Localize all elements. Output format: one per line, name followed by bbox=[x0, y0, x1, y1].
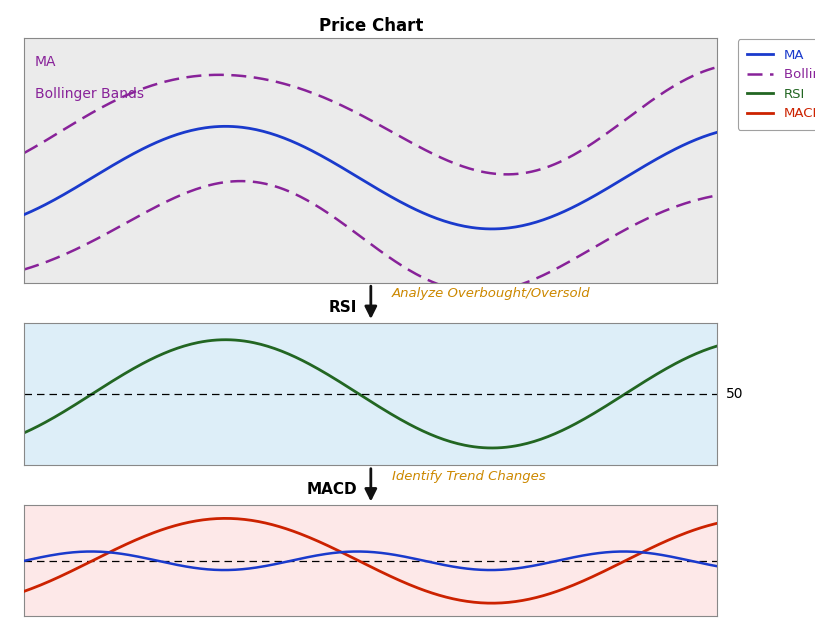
Text: Bollinger Bands: Bollinger Bands bbox=[35, 87, 143, 101]
Text: RSI: RSI bbox=[328, 300, 357, 315]
Text: 50: 50 bbox=[725, 387, 743, 401]
Text: MACD: MACD bbox=[306, 482, 357, 498]
Legend: MA, Bollinger Bands, RSI, MACD: MA, Bollinger Bands, RSI, MACD bbox=[738, 40, 815, 130]
Text: MA: MA bbox=[35, 55, 56, 69]
Text: Identify Trend Changes: Identify Trend Changes bbox=[392, 470, 545, 483]
Text: Analyze Overbought/Oversold: Analyze Overbought/Oversold bbox=[392, 287, 590, 300]
Title: Price Chart: Price Chart bbox=[319, 17, 423, 35]
